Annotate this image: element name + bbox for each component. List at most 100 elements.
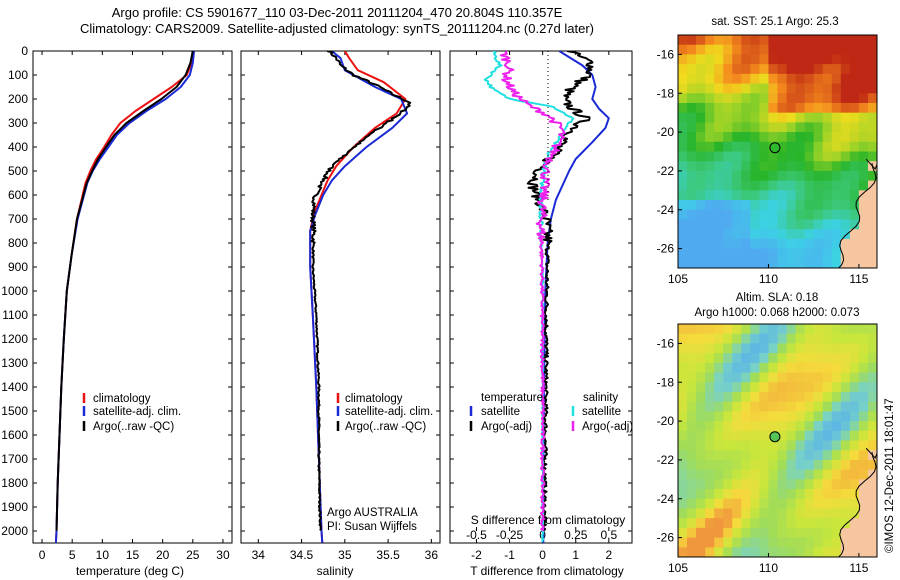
map-cell xyxy=(786,151,797,162)
map-cell xyxy=(867,498,877,510)
figure-title-line1: Argo profile: CS 5901677_110 03-Dec-2011… xyxy=(112,5,563,20)
map-cell xyxy=(831,401,842,412)
map-cell xyxy=(741,209,751,221)
map-cell xyxy=(705,343,715,354)
map-cell xyxy=(858,547,869,557)
map-cell xyxy=(687,362,697,374)
map-cell xyxy=(741,93,751,104)
map-x-tick-label: 115 xyxy=(849,561,868,575)
map-cell xyxy=(768,83,779,94)
map-cell xyxy=(750,324,761,335)
map-cell xyxy=(678,333,688,345)
map-cell xyxy=(750,93,761,104)
map-cell xyxy=(750,141,761,153)
map-cell xyxy=(696,421,706,432)
map-cell xyxy=(714,527,724,539)
map-cell xyxy=(705,353,715,364)
map-cell xyxy=(867,382,877,393)
map-cell xyxy=(714,190,724,201)
map-cell xyxy=(804,527,815,539)
map-cell xyxy=(678,489,688,500)
map-cell xyxy=(705,362,715,374)
map-cell xyxy=(777,333,788,345)
map-cell xyxy=(687,161,697,172)
map-cell xyxy=(687,372,697,383)
map-cell xyxy=(714,537,724,548)
map-cell xyxy=(678,141,688,153)
map-cell xyxy=(867,44,877,56)
coastline xyxy=(865,447,877,459)
map-cell xyxy=(768,469,779,480)
depth-tick-label: 700 xyxy=(8,212,28,226)
temperature-axes-frame xyxy=(32,50,233,544)
map-cell xyxy=(705,440,715,451)
map-cell xyxy=(723,209,733,221)
map-cell xyxy=(822,54,833,65)
map-cell xyxy=(732,132,742,143)
map-cell xyxy=(867,459,877,471)
map-cell xyxy=(849,459,860,471)
map-cell xyxy=(696,141,706,153)
map-cell xyxy=(678,362,688,374)
map-cell xyxy=(741,547,751,557)
map-cell xyxy=(759,411,770,422)
map-cell xyxy=(723,122,733,133)
map-cell xyxy=(777,170,788,182)
map-cell xyxy=(840,527,851,539)
map-cell xyxy=(696,44,706,56)
map-x-tick-label: 110 xyxy=(759,561,778,575)
map-cell xyxy=(858,180,869,191)
map-cell xyxy=(687,44,697,56)
map-cell xyxy=(714,469,724,480)
map-cell xyxy=(705,498,715,510)
map-cell xyxy=(741,102,751,114)
map-cell xyxy=(795,498,806,510)
map-cell xyxy=(750,180,761,191)
temperature-series xyxy=(54,51,195,543)
map-cell xyxy=(705,324,715,335)
map-cell xyxy=(849,248,860,259)
x-tick-label: 10 xyxy=(96,548,110,562)
map-cell xyxy=(687,489,697,500)
map-cell xyxy=(786,498,797,510)
map-cell xyxy=(804,508,815,519)
map-cell xyxy=(732,343,742,354)
map-cell xyxy=(723,161,733,172)
map-cell xyxy=(822,64,833,75)
map-cell xyxy=(858,430,869,442)
map-cell xyxy=(795,73,806,85)
map-cell xyxy=(705,229,715,240)
map-cell xyxy=(804,238,815,250)
map-cell xyxy=(831,141,842,153)
map-cell xyxy=(696,489,706,500)
map-cell xyxy=(732,200,742,211)
map-cell xyxy=(777,459,788,471)
map-cell xyxy=(831,209,842,221)
map-cell xyxy=(804,258,815,268)
map-cell xyxy=(723,258,733,268)
map-cell xyxy=(786,362,797,374)
map-cell xyxy=(732,391,742,403)
map-cell xyxy=(696,73,706,85)
map-cell xyxy=(795,440,806,451)
map-cell xyxy=(840,112,851,123)
map-cell xyxy=(822,170,833,182)
map-cell xyxy=(723,54,733,65)
map-y-tick-label: -16 xyxy=(657,336,675,350)
map-cell xyxy=(840,362,851,374)
map-cell xyxy=(732,209,742,221)
x-tick-label: 25 xyxy=(186,548,200,562)
map-cell xyxy=(696,112,706,123)
map-cell xyxy=(714,132,724,143)
map-cell xyxy=(867,170,877,182)
depth-tick-label: 400 xyxy=(8,140,28,154)
map-cell xyxy=(804,430,815,442)
map-cell xyxy=(705,180,715,191)
map-cell xyxy=(867,537,877,548)
map-cell xyxy=(696,469,706,480)
map-cell xyxy=(732,83,742,94)
map-cell xyxy=(768,547,779,557)
map-cell xyxy=(840,459,851,471)
map-cell xyxy=(732,411,742,422)
map-cell xyxy=(687,248,697,259)
